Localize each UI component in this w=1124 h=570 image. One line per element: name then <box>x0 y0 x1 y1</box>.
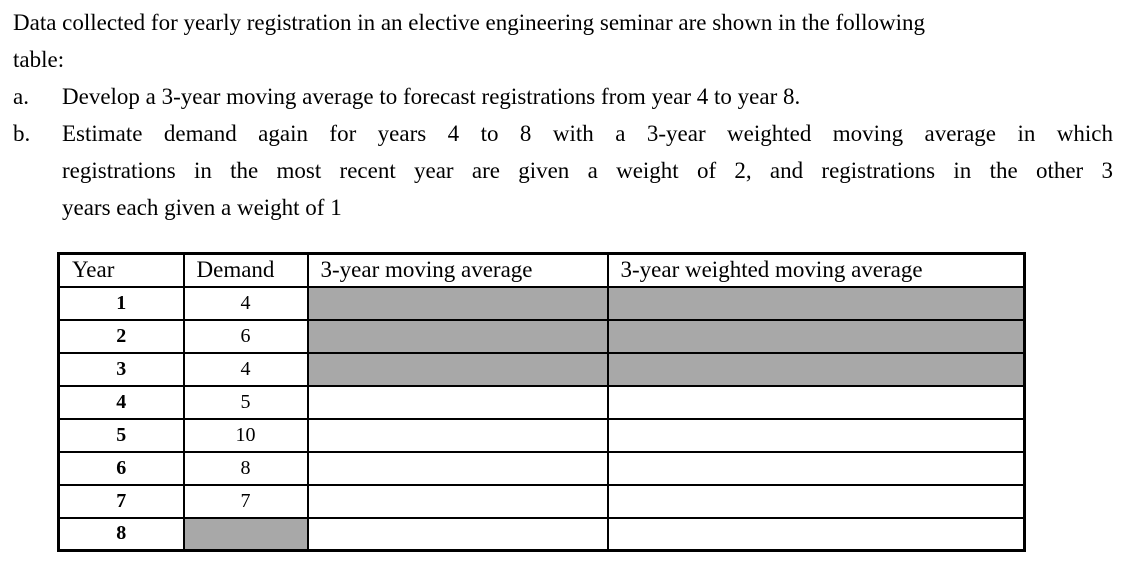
problem-statement: Data collected for yearly registration i… <box>13 4 1113 226</box>
list-item-b: b. Estimate demand again for years 4 to … <box>13 115 1113 226</box>
wma-cell <box>606 417 1026 453</box>
ma-cell <box>306 417 609 453</box>
wma-cell <box>606 450 1026 486</box>
col-header-weighted-moving-average: 3-year weighted moving average <box>606 252 1026 288</box>
ma-cell <box>306 285 609 321</box>
demand-cell: 4 <box>182 351 309 387</box>
year-cell: 5 <box>57 417 185 453</box>
year-cell: 2 <box>57 318 185 354</box>
ma-cell <box>306 483 609 519</box>
table-row: 7 7 <box>57 483 1026 519</box>
wma-cell <box>606 351 1026 387</box>
demand-cell: 7 <box>182 483 309 519</box>
item-b-marker: b. <box>13 121 31 146</box>
demand-cell: 8 <box>182 450 309 486</box>
demand-cell: 10 <box>182 417 309 453</box>
demand-cell <box>182 516 309 552</box>
table-row: 8 <box>57 516 1026 552</box>
ma-cell <box>306 384 609 420</box>
item-a-text: Develop a 3-year moving average to forec… <box>62 78 1113 115</box>
ma-cell <box>306 318 609 354</box>
list-item-a: a. Develop a 3-year moving average to fo… <box>13 78 1113 115</box>
ma-cell <box>306 351 609 387</box>
col-header-moving-average: 3-year moving average <box>306 252 609 288</box>
year-cell: 7 <box>57 483 185 519</box>
wma-cell <box>606 483 1026 519</box>
wma-cell <box>606 516 1026 552</box>
wma-cell <box>606 285 1026 321</box>
item-b-line-1: Estimate demand again for years 4 to 8 w… <box>62 121 1113 146</box>
year-cell: 3 <box>57 351 185 387</box>
year-cell: 8 <box>57 516 185 552</box>
demand-cell: 6 <box>182 318 309 354</box>
intro-line-1: Data collected for yearly registration i… <box>13 10 925 35</box>
item-b-line-2: registrations in the most recent year ar… <box>62 158 1113 183</box>
table-row: 2 6 <box>57 318 1026 354</box>
registration-table: Year Demand 3-year moving average 3-year… <box>57 252 1026 552</box>
item-b-text: Estimate demand again for years 4 to 8 w… <box>62 115 1113 226</box>
table-row: 4 5 <box>57 384 1026 420</box>
year-cell: 6 <box>57 450 185 486</box>
col-header-demand: Demand <box>182 252 309 288</box>
demand-cell: 5 <box>182 384 309 420</box>
table-row: 6 8 <box>57 450 1026 486</box>
header-row: Year Demand 3-year moving average 3-year… <box>57 252 1026 288</box>
item-b-line-3: years each given a weight of 1 <box>62 195 342 220</box>
table-row: 1 4 <box>57 285 1026 321</box>
item-a-line-1: Develop a 3-year moving average to forec… <box>62 84 801 109</box>
year-cell: 1 <box>57 285 185 321</box>
demand-cell: 4 <box>182 285 309 321</box>
ma-cell <box>306 516 609 552</box>
ma-cell <box>306 450 609 486</box>
wma-cell <box>606 318 1026 354</box>
table-row: 3 4 <box>57 351 1026 387</box>
item-a-marker: a. <box>13 84 29 109</box>
table-row: 5 10 <box>57 417 1026 453</box>
year-cell: 4 <box>57 384 185 420</box>
wma-cell <box>606 384 1026 420</box>
col-header-year: Year <box>57 252 185 288</box>
intro-line-2: table: <box>13 47 65 72</box>
